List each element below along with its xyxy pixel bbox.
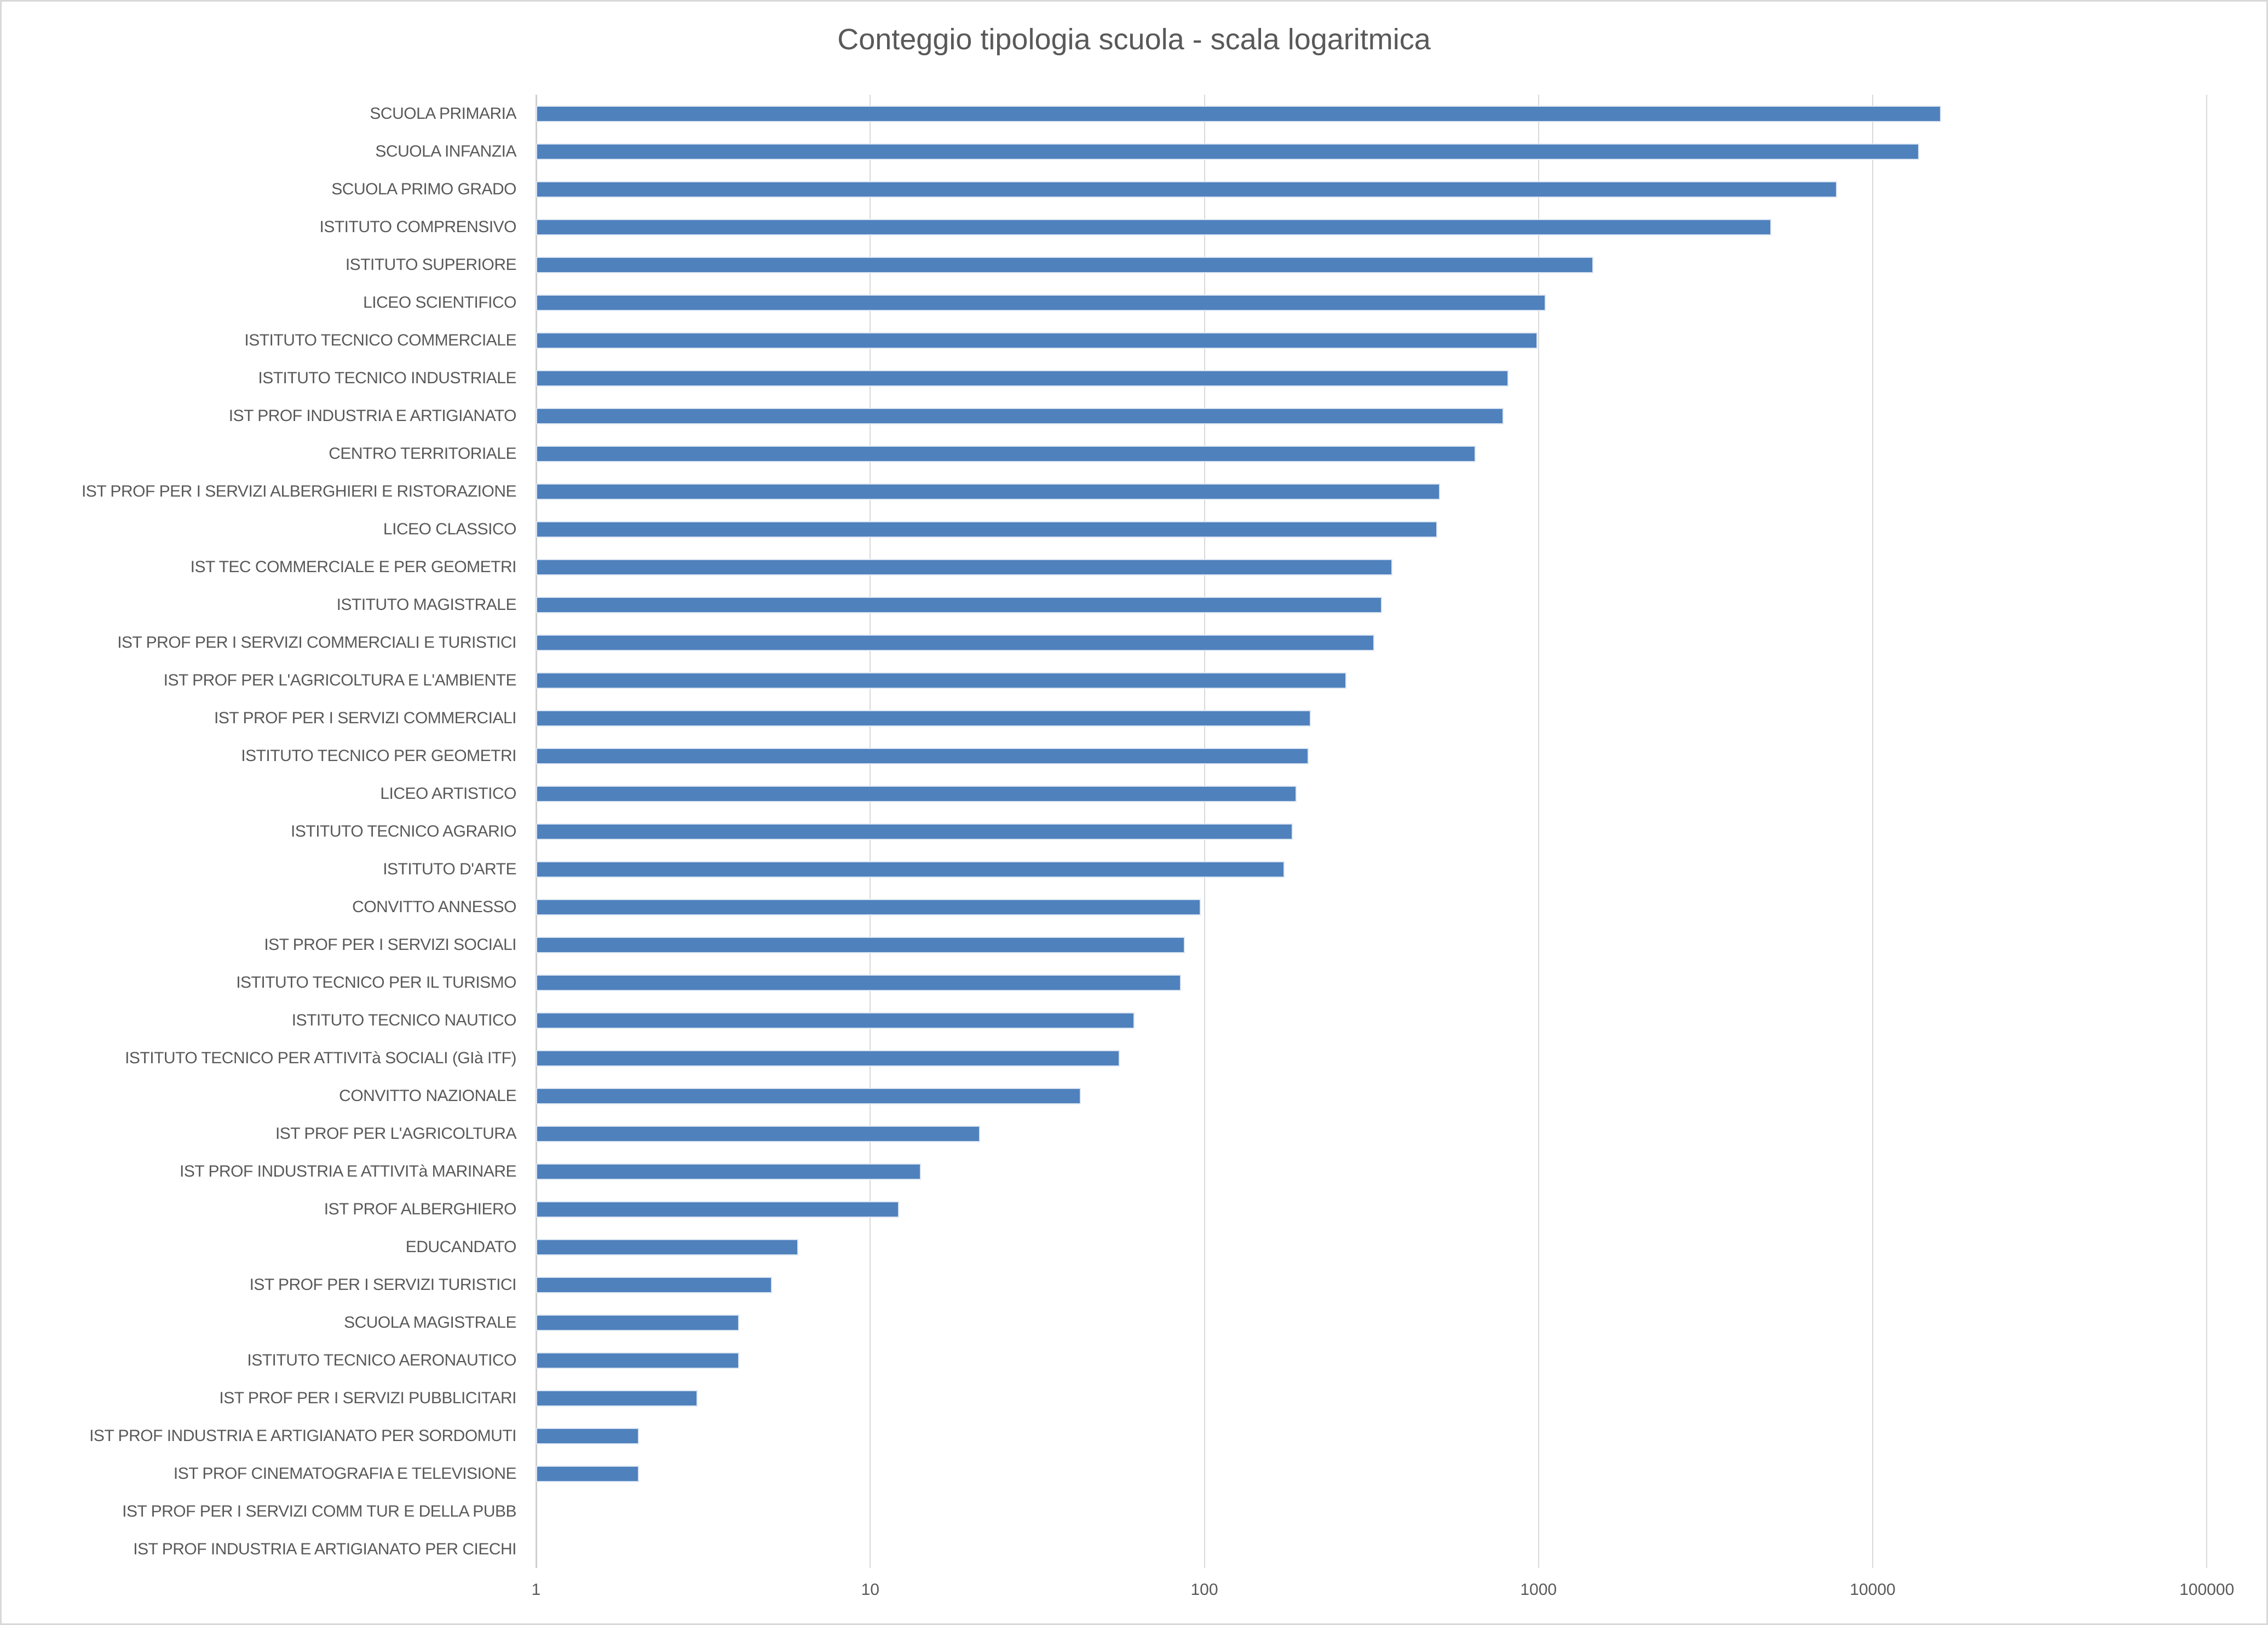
category-label: LICEO SCIENTIFICO bbox=[363, 293, 516, 312]
bar bbox=[536, 143, 1920, 160]
bar bbox=[536, 898, 1201, 915]
gridline-x-100000 bbox=[2206, 95, 2208, 1568]
category-label: IST PROF PER I SERVIZI COMMERCIALI E TUR… bbox=[117, 633, 516, 652]
bar bbox=[536, 710, 1311, 727]
bar bbox=[536, 861, 1285, 878]
category-label: IST PROF PER L'AGRICOLTURA E L'AMBIENTE bbox=[163, 671, 517, 689]
category-label: IST PROF INDUSTRIA E ARTIGIANATO PER CIE… bbox=[133, 1540, 516, 1558]
x-tick-label: 100 bbox=[1190, 1581, 1218, 1599]
category-label: IST PROF PER I SERVIZI TURISTICI bbox=[249, 1275, 517, 1294]
bar bbox=[536, 256, 1594, 273]
category-label: SCUOLA MAGISTRALE bbox=[344, 1313, 516, 1332]
category-label: LICEO CLASSICO bbox=[383, 520, 517, 538]
bar bbox=[536, 1427, 639, 1444]
bar bbox=[536, 1390, 698, 1407]
bar bbox=[536, 370, 1509, 387]
bar bbox=[536, 558, 1392, 575]
bar bbox=[536, 332, 1538, 349]
category-label: SCUOLA INFANZIA bbox=[375, 142, 516, 160]
bar bbox=[536, 181, 1837, 198]
category-label: SCUOLA PRIMO GRADO bbox=[331, 180, 516, 198]
category-label: CONVITTO NAZIONALE bbox=[339, 1086, 516, 1105]
gridline-x-10000 bbox=[1872, 95, 1873, 1568]
category-label: IST PROF PER I SERVIZI PUBBLICITARI bbox=[219, 1388, 516, 1407]
category-label: IST PROF INDUSTRIA E ATTIVITà MARINARE bbox=[180, 1162, 516, 1180]
category-label: CENTRO TERRITORIALE bbox=[329, 444, 516, 463]
bar bbox=[536, 1465, 639, 1482]
bar bbox=[536, 1050, 1120, 1067]
bar bbox=[536, 1087, 1081, 1104]
x-tick-label: 1000 bbox=[1520, 1581, 1557, 1599]
category-label: CONVITTO ANNESSO bbox=[352, 897, 516, 916]
category-label: ISTITUTO TECNICO COMMERCIALE bbox=[244, 331, 516, 349]
bar bbox=[536, 521, 1437, 538]
category-label: IST PROF PER I SERVIZI COMMERCIALI bbox=[214, 708, 517, 727]
bar bbox=[536, 1314, 740, 1331]
category-label: IST PROF CINEMATOGRAFIA E TELEVISIONE bbox=[173, 1464, 517, 1483]
category-label: SCUOLA PRIMARIA bbox=[370, 104, 516, 123]
category-label: ISTITUTO D'ARTE bbox=[383, 860, 516, 878]
bar bbox=[536, 672, 1346, 689]
category-label: ISTITUTO TECNICO INDUSTRIALE bbox=[258, 368, 516, 387]
bar bbox=[536, 1276, 772, 1293]
category-label: EDUCANDATO bbox=[405, 1237, 517, 1256]
bar bbox=[536, 634, 1375, 651]
category-label: IST PROF PER I SERVIZI COMM TUR E DELLA … bbox=[122, 1502, 516, 1520]
category-label: ISTITUTO MAGISTRALE bbox=[336, 595, 517, 614]
category-label: ISTITUTO SUPERIORE bbox=[345, 255, 517, 274]
bar bbox=[536, 1352, 740, 1369]
category-label: IST PROF INDUSTRIA E ARTIGIANATO bbox=[228, 406, 517, 425]
bar bbox=[536, 1125, 980, 1142]
bar bbox=[536, 445, 1476, 462]
bar bbox=[536, 596, 1382, 613]
bar bbox=[536, 785, 1297, 802]
category-label: ISTITUTO COMPRENSIVO bbox=[319, 217, 517, 236]
bar bbox=[536, 1201, 899, 1218]
bar bbox=[536, 936, 1185, 953]
x-tick-label: 1 bbox=[531, 1581, 541, 1599]
category-label: ISTITUTO TECNICO AGRARIO bbox=[291, 822, 516, 840]
gridline-x-1000 bbox=[1538, 95, 1539, 1568]
bar bbox=[536, 823, 1293, 840]
chart-title: Conteggio tipologia scuola - scala logar… bbox=[837, 23, 1431, 56]
category-label: IST PROF PER I SERVIZI SOCIALI bbox=[264, 935, 516, 954]
bar bbox=[536, 1163, 922, 1180]
bar bbox=[536, 1238, 798, 1255]
bar bbox=[536, 483, 1441, 500]
category-label: ISTITUTO TECNICO PER GEOMETRI bbox=[241, 746, 516, 765]
bar bbox=[536, 218, 1771, 235]
x-tick-label: 100000 bbox=[2179, 1581, 2235, 1599]
category-label: IST PROF PER L'AGRICOLTURA bbox=[275, 1124, 517, 1143]
bar bbox=[536, 294, 1546, 311]
category-label: IST PROF INDUSTRIA E ARTIGIANATO PER SOR… bbox=[89, 1426, 516, 1445]
category-label: LICEO ARTISTICO bbox=[380, 784, 516, 803]
category-label: IST TEC COMMERCIALE E PER GEOMETRI bbox=[190, 557, 517, 576]
x-tick-label: 10 bbox=[861, 1581, 879, 1599]
bar bbox=[536, 1012, 1135, 1029]
x-tick-label: 10000 bbox=[1850, 1581, 1896, 1599]
category-label: ISTITUTO TECNICO PER IL TURISMO bbox=[236, 973, 516, 992]
bar bbox=[536, 105, 1942, 122]
bar bbox=[536, 974, 1182, 991]
category-label: ISTITUTO TECNICO PER ATTIVITà SOCIALI (G… bbox=[125, 1048, 516, 1067]
category-label: ISTITUTO TECNICO NAUTICO bbox=[291, 1011, 517, 1029]
bar bbox=[536, 407, 1504, 424]
category-label: ISTITUTO TECNICO AERONAUTICO bbox=[247, 1351, 516, 1369]
category-label: IST PROF PER I SERVIZI ALBERGHIERI E RIS… bbox=[81, 482, 517, 500]
category-label: IST PROF ALBERGHIERO bbox=[324, 1200, 517, 1218]
bar bbox=[536, 747, 1309, 764]
